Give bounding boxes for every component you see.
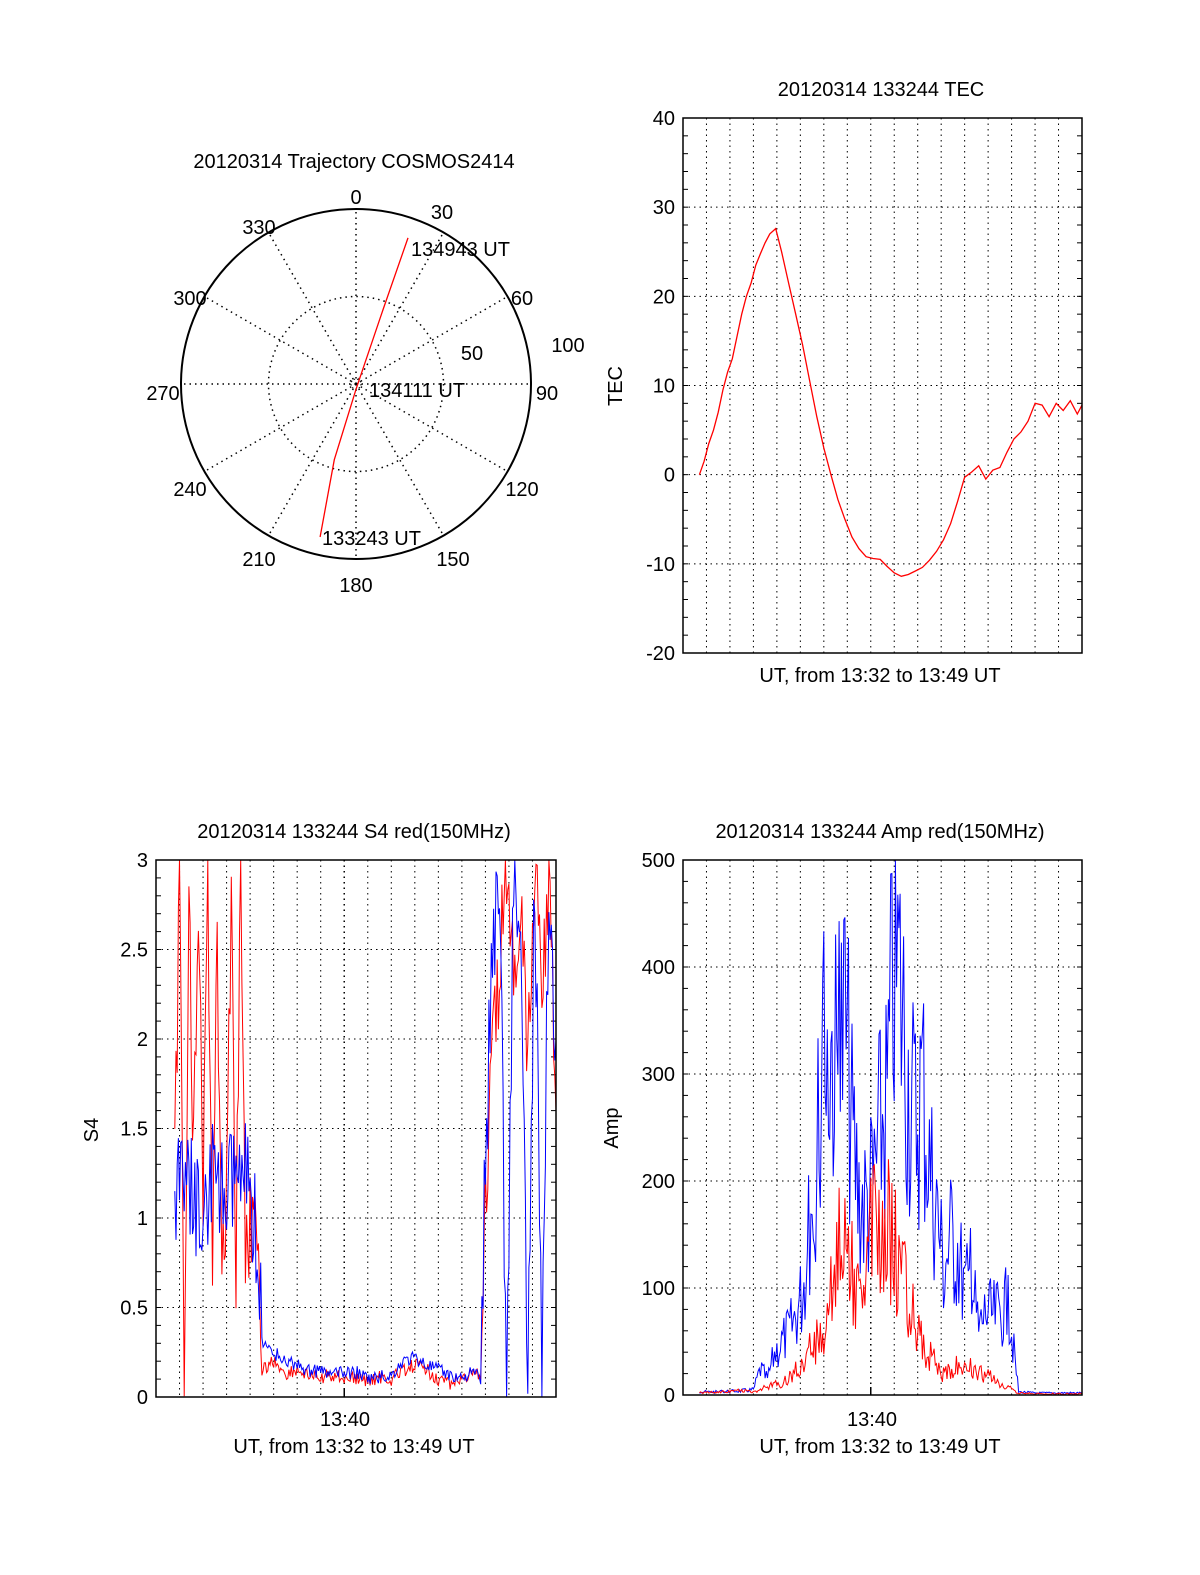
s4-xlabel: UT, from 13:32 to 13:49 UT <box>233 1436 474 1458</box>
polar-annotation-start: 133243 UT <box>322 528 421 550</box>
polar-angle-label-150: 150 <box>436 549 469 571</box>
tec-plot-frame <box>682 117 1083 654</box>
tec-ytick-label-2: 20 <box>653 286 675 308</box>
polar-angle-labels: 0 30 60 90 120 150 180 210 240 270 300 330 <box>146 187 558 597</box>
amp-ytick-label-3: 200 <box>642 1171 675 1193</box>
polar-angle-label-180: 180 <box>339 575 372 597</box>
amp-ytick-label-0: 500 <box>642 850 675 872</box>
polar-angle-label-330: 330 <box>242 217 275 239</box>
s4-chart: 20120314 133244 S4 red(150MHz) S4 13:40 … <box>81 821 557 1458</box>
tec-ytick-label-6: -20 <box>646 643 675 665</box>
amp-title: 20120314 133244 Amp red(150MHz) <box>715 821 1044 843</box>
s4-plot-frame <box>155 859 557 1398</box>
polar-spoke-240 <box>204 383 357 473</box>
s4-title: 20120314 133244 S4 red(150MHz) <box>197 821 511 843</box>
amp-ytick-label-2: 300 <box>642 1064 675 1086</box>
s4-ytick-label-3: 1.5 <box>120 1119 148 1141</box>
s4-ytick-label-6: 0 <box>137 1387 148 1409</box>
amp-xlabel: UT, from 13:32 to 13:49 UT <box>759 1436 1000 1458</box>
polar-trajectory-chart: 20120314 Trajectory COSMOS2414 0 30 60 90 12… <box>146 151 584 597</box>
amp-plot-frame <box>682 859 1083 1396</box>
tec-title: 20120314 133244 TEC <box>778 79 984 101</box>
tec-xlabel: UT, from 13:32 to 13:49 UT <box>759 665 1000 687</box>
tec-ytick-label-3: 10 <box>653 376 675 398</box>
tec-ytick-label-5: -10 <box>646 554 675 576</box>
polar-series <box>319 237 409 538</box>
polar-angle-label-300: 300 <box>173 288 206 310</box>
polar-angle-label-120: 120 <box>505 479 538 501</box>
polar-series-trajectory <box>319 237 409 538</box>
polar-spoke-150 <box>355 383 445 536</box>
s4-ytick-label-4: 1 <box>137 1208 148 1230</box>
polar-angle-label-240: 240 <box>173 479 206 501</box>
polar-angle-label-270: 270 <box>146 383 179 405</box>
s4-series-s4-blue <box>174 859 557 1398</box>
polar-angle-label-0: 0 <box>350 187 361 209</box>
amp-chart: 20120314 133244 Amp red(150MHz) Amp 13:4… <box>601 821 1083 1458</box>
polar-angle-label-30: 30 <box>431 202 453 224</box>
polar-title: 20120314 Trajectory COSMOS2414 <box>193 151 514 173</box>
amp-xtick-label: 13:40 <box>847 1409 897 1431</box>
s4-xtick-label: 13:40 <box>320 1409 370 1431</box>
s4-ytick-label-2: 2 <box>137 1029 148 1051</box>
polar-angle-label-60: 60 <box>511 288 533 310</box>
amp-ytick-label-1: 400 <box>642 957 675 979</box>
amp-series-amp-blue <box>699 859 1083 1395</box>
polar-annotation-end: 134943 UT <box>411 239 510 261</box>
polar-radial-label-100: 100 <box>551 335 584 357</box>
s4-ytick-label-5: 0.5 <box>120 1298 148 1320</box>
polar-angle-label-90: 90 <box>536 383 558 405</box>
amp-ylabel: Amp <box>601 1107 623 1148</box>
tec-ytick-label-1: 30 <box>653 197 675 219</box>
s4-ytick-label-1: 2.5 <box>120 940 148 962</box>
polar-annotation-mid: 134111 UT <box>369 380 465 402</box>
tec-chart: 20120314 133244 TEC TEC UT, from 13:32 t… <box>605 79 1083 687</box>
polar-grid <box>180 208 532 560</box>
polar-outer-circle <box>180 208 532 560</box>
polar-spoke-60 <box>355 295 508 385</box>
amp-ytick-label-5: 0 <box>664 1385 675 1407</box>
polar-spoke-210 <box>267 383 357 536</box>
polar-ring-50 <box>267 295 445 473</box>
polar-angle-label-210: 210 <box>242 549 275 571</box>
s4-series-s4-red <box>174 859 557 1397</box>
tec-ytick-label-0: 40 <box>653 108 675 130</box>
polar-spoke-330 <box>267 232 357 385</box>
amp-ytick-label-4: 100 <box>642 1278 675 1300</box>
s4-ytick-label-0: 3 <box>137 850 148 872</box>
s4-ylabel: S4 <box>81 1118 103 1142</box>
tec-ytick-label-4: 0 <box>664 465 675 487</box>
tec-series-tec <box>698 227 1083 577</box>
amp-series-amp-red <box>699 1159 1083 1396</box>
polar-radial-label-50: 50 <box>461 343 483 365</box>
tec-ylabel: TEC <box>605 366 627 406</box>
